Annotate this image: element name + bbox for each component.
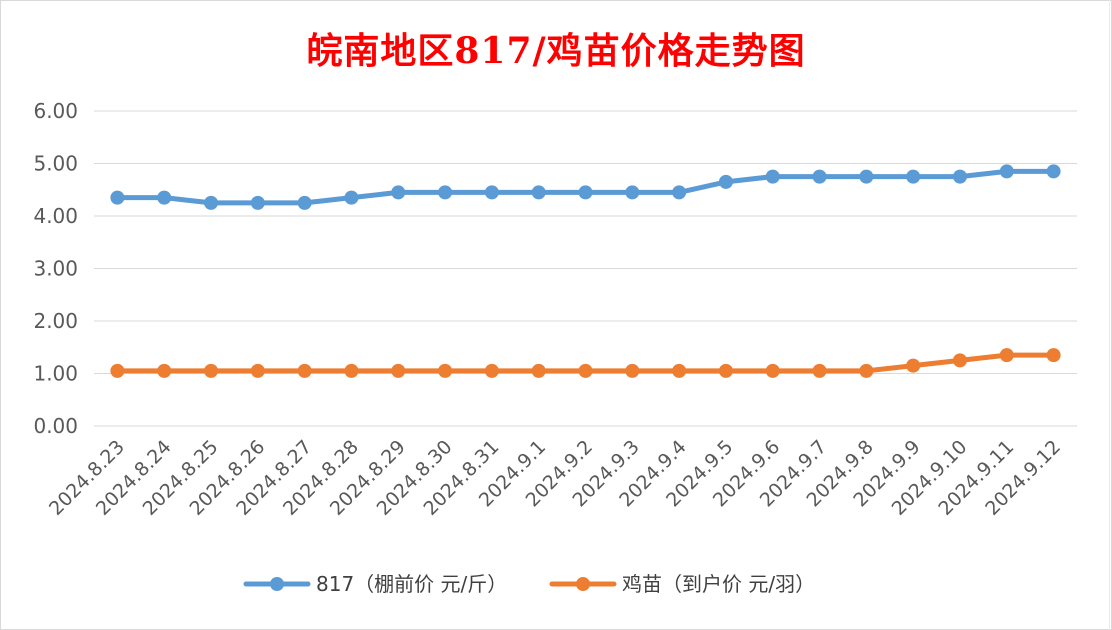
chart-title: 皖南地区817/鸡苗价格走势图 <box>306 30 806 72</box>
data-point <box>765 169 780 184</box>
data-point <box>718 363 733 378</box>
data-point <box>672 185 687 200</box>
data-point <box>391 363 406 378</box>
y-tick-label: 1.00 <box>33 362 78 386</box>
data-point <box>110 190 125 205</box>
sheet-gridline <box>1109 0 1110 630</box>
data-point <box>157 363 172 378</box>
data-point <box>531 363 546 378</box>
data-point <box>812 363 827 378</box>
data-point <box>110 363 125 378</box>
data-point <box>1046 164 1061 179</box>
data-point <box>438 185 453 200</box>
data-point <box>391 185 406 200</box>
data-point <box>999 348 1014 363</box>
data-point <box>484 185 499 200</box>
data-point <box>765 363 780 378</box>
data-point <box>812 169 827 184</box>
data-point <box>999 164 1014 179</box>
data-point <box>204 195 219 210</box>
legend-label: 鸡苗（到户价 元/羽） <box>622 572 815 596</box>
data-point <box>672 363 687 378</box>
data-point <box>250 195 265 210</box>
data-point <box>859 363 874 378</box>
y-tick-label: 5.00 <box>33 152 78 176</box>
data-point <box>952 169 967 184</box>
data-point <box>859 169 874 184</box>
data-point <box>718 174 733 189</box>
data-point <box>952 353 967 368</box>
data-point <box>1046 348 1061 363</box>
data-point <box>484 363 499 378</box>
y-tick-label: 4.00 <box>33 204 78 228</box>
y-tick-label: 2.00 <box>33 309 78 333</box>
data-point <box>438 363 453 378</box>
legend-label: 817（棚前价 元/斤） <box>316 572 507 596</box>
data-point <box>204 363 219 378</box>
data-point <box>625 185 640 200</box>
data-point <box>906 358 921 373</box>
data-point <box>157 190 172 205</box>
data-point <box>578 363 593 378</box>
legend-marker <box>576 577 590 591</box>
legend-marker <box>270 577 284 591</box>
y-tick-label: 0.00 <box>33 414 78 438</box>
data-point <box>578 185 593 200</box>
data-point <box>297 363 312 378</box>
data-point <box>344 190 359 205</box>
y-tick-label: 3.00 <box>33 257 78 281</box>
data-point <box>297 195 312 210</box>
data-point <box>250 363 265 378</box>
data-point <box>344 363 359 378</box>
y-tick-label: 6.00 <box>33 99 78 123</box>
data-point <box>906 169 921 184</box>
data-point <box>625 363 640 378</box>
data-point <box>531 185 546 200</box>
